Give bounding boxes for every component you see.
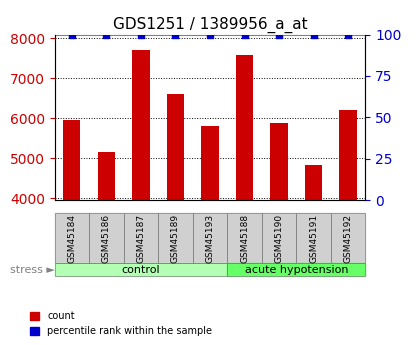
Text: GSM45192: GSM45192	[344, 214, 353, 263]
Bar	[227, 213, 262, 263]
Bar	[55, 213, 89, 263]
Text: acute hypotension: acute hypotension	[244, 265, 348, 275]
Bar	[132, 50, 150, 345]
Point	[345, 32, 352, 37]
Bar	[227, 263, 365, 276]
Text: GSM45184: GSM45184	[67, 214, 76, 263]
Bar	[270, 123, 288, 345]
Bar	[262, 213, 297, 263]
Point	[103, 32, 110, 37]
Text: control: control	[122, 265, 160, 275]
Bar	[98, 152, 115, 345]
Bar	[331, 213, 365, 263]
Bar	[236, 55, 253, 345]
Bar	[55, 263, 227, 276]
Bar	[305, 165, 322, 345]
Point	[310, 32, 317, 37]
Bar	[55, 263, 227, 276]
Bar	[63, 120, 81, 345]
Text: GSM45186: GSM45186	[102, 214, 111, 263]
Legend: count, percentile rank within the sample: count, percentile rank within the sample	[26, 307, 216, 340]
Point	[207, 32, 213, 37]
Bar	[123, 213, 158, 263]
Text: GSM45191: GSM45191	[309, 214, 318, 263]
Bar	[193, 213, 227, 263]
Bar	[297, 213, 331, 263]
Bar	[158, 213, 193, 263]
Bar	[158, 213, 193, 263]
Bar	[55, 213, 89, 263]
Text: GSM45190: GSM45190	[275, 214, 284, 263]
Bar	[227, 213, 262, 263]
Bar	[201, 126, 219, 345]
Bar	[297, 213, 331, 263]
Text: GSM45188: GSM45188	[240, 214, 249, 263]
Text: stress ►: stress ►	[10, 265, 55, 275]
Title: GDS1251 / 1389956_a_at: GDS1251 / 1389956_a_at	[113, 17, 307, 33]
Point	[138, 32, 144, 37]
Point	[68, 32, 75, 37]
Bar	[89, 213, 123, 263]
Point	[276, 32, 282, 37]
Bar	[331, 213, 365, 263]
Bar	[227, 263, 365, 276]
Text: GSM45187: GSM45187	[136, 214, 145, 263]
Text: GSM45193: GSM45193	[205, 214, 215, 263]
Bar	[123, 213, 158, 263]
Point	[241, 32, 248, 37]
Bar	[167, 94, 184, 345]
Point	[172, 32, 179, 37]
Bar	[339, 110, 357, 345]
Bar	[89, 213, 123, 263]
Bar	[262, 213, 297, 263]
Text: GSM45189: GSM45189	[171, 214, 180, 263]
Bar	[193, 213, 227, 263]
